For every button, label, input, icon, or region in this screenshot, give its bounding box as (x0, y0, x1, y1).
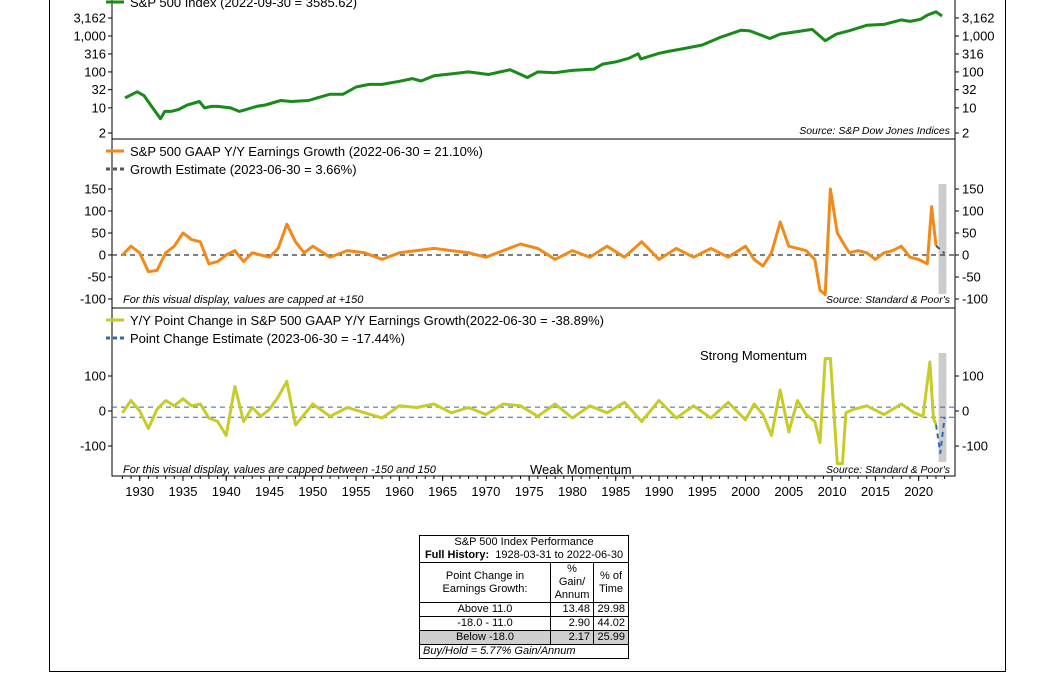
y-tick-label-left: 100 (84, 204, 106, 219)
row-time: 25.99 (593, 630, 629, 645)
legend-label: Point Change Estimate (2023-06-30 = -17.… (130, 331, 405, 346)
y-tick-label-left: 10 (92, 100, 106, 115)
legend-label: S&P 500 GAAP Y/Y Earnings Growth (2022-0… (130, 144, 483, 159)
annotation-weak-momentum: Weak Momentum (530, 462, 632, 477)
source-label: Source: Standard & Poor's (826, 294, 951, 306)
y-tick-label-right: 100 (962, 204, 984, 219)
table-title-cell: S&P 500 Index Performance Full History: 1… (419, 535, 629, 563)
row-gain: 2.90 (550, 616, 594, 631)
y-tick-label-left: 2 (99, 126, 106, 141)
y-tick-label-right: 100 (962, 369, 984, 384)
y-tick-label-left: 1,000 (73, 28, 106, 43)
x-tick-label: 1990 (645, 484, 674, 499)
x-tick-label: 1950 (298, 484, 327, 499)
series-line (121, 357, 938, 465)
x-tick-label: 1965 (428, 484, 457, 499)
y-tick-label-right: 3,162 (962, 11, 995, 26)
panel-bottom-border (111, 307, 956, 477)
y-tick-label-right: 32 (962, 82, 976, 97)
y-tick-label-right: 0 (962, 248, 969, 263)
series-line (121, 187, 938, 297)
panel-top: 3,162 3,162 1,000 1,000 316 316 100 100 32 32 10 10… (73, 0, 994, 141)
y-tick-label-left: 100 (84, 369, 106, 384)
y-tick-label-left: -100 (80, 439, 106, 454)
x-tick-label: 1960 (385, 484, 414, 499)
series-line (935, 244, 946, 255)
panel-top-border (111, 0, 956, 140)
y-tick-label-left: 0 (99, 404, 106, 419)
source-label: Source: Standard & Poor's (826, 464, 951, 476)
y-tick-label-left: 50 (92, 226, 106, 241)
x-tick-label: 1970 (471, 484, 500, 499)
table-header-col3: % of Time (593, 562, 629, 603)
x-tick-label: 1945 (255, 484, 284, 499)
x-axis: 1930 1935 1940 1945 1950 1955 1960 1965 1970 1975… (121, 476, 946, 499)
y-tick-label-right: 10 (962, 100, 976, 115)
x-tick-label: 1980 (558, 484, 587, 499)
y-tick-label-right: -50 (962, 270, 981, 285)
y-tick-label-right: -100 (962, 292, 988, 307)
row-time: 29.98 (593, 602, 629, 617)
y-tick-label-right: 50 (962, 226, 976, 241)
y-tick-label-left: 3,162 (73, 11, 106, 26)
y-tick-label-right: 1,000 (962, 28, 995, 43)
estimate-shading (938, 184, 947, 294)
y-tick-label-right: 316 (962, 46, 984, 61)
y-tick-label-left: 100 (84, 64, 106, 79)
y-tick-label-right: 150 (962, 182, 984, 197)
y-tick-label-left: 316 (84, 46, 106, 61)
y-tick-label-right: 0 (962, 404, 969, 419)
table-title: S&P 500 Index Performance (454, 536, 594, 548)
x-tick-label: 1985 (601, 484, 630, 499)
x-tick-label: 1975 (515, 484, 544, 499)
annotation-strong-momentum: Strong Momentum (700, 348, 807, 363)
table-subtitle-bold: Full History: (424, 549, 490, 561)
table-header-col1: Point Change in Earnings Growth: (419, 562, 551, 603)
x-tick-label: 1930 (125, 484, 154, 499)
x-tick-label: 1995 (688, 484, 717, 499)
y-tick-label-right: 2 (962, 126, 969, 141)
table-subtitle: 1928-03-31 to 2022-06-30 (495, 549, 624, 561)
row-label: Below -18.0 (419, 630, 551, 645)
table-footer: Buy/Hold = 5.77% Gain/Annum (419, 644, 629, 659)
performance-table: S&P 500 Index Performance Full History: 1… (419, 535, 629, 659)
x-tick-label: 1935 (169, 484, 198, 499)
y-tick-label-left: -50 (87, 270, 106, 285)
y-tick-label-right: 100 (962, 64, 984, 79)
source-label: Source: S&P Dow Jones Indices (799, 125, 951, 137)
row-gain: 2.17 (550, 630, 594, 645)
row-gain: 13.48 (550, 602, 594, 617)
series-line (935, 416, 946, 454)
panel-bottom: 100 100 0 0 -100 -100 Y/Y Point Change in S&P … (80, 313, 988, 477)
x-tick-label: 1955 (342, 484, 371, 499)
table-row: -18.0 - 11.0 2.90 44.02 (419, 616, 629, 631)
row-label: -18.0 - 11.0 (419, 616, 551, 631)
table-row: Above 11.0 13.48 29.98 (419, 602, 629, 617)
row-label: Above 11.0 (419, 602, 551, 617)
chart-frame (49, 0, 1006, 672)
x-tick-label: 1940 (212, 484, 241, 499)
x-tick-label: 2005 (774, 484, 803, 499)
legend-label: Growth Estimate (2023-06-30 = 3.66%) (130, 162, 357, 177)
y-tick-label-left: 150 (84, 182, 106, 197)
legend-label: Y/Y Point Change in S&P 500 GAAP Y/Y Ear… (130, 313, 604, 328)
x-tick-label: 2010 (818, 484, 847, 499)
panel-middle: 150 150 100 100 50 50 0 0 -50 -50 -100 -100 S&P 500 … (80, 144, 988, 307)
row-time: 44.02 (593, 616, 629, 631)
chart-note: For this visual display, values are capp… (123, 294, 364, 306)
chart-note: For this visual display, values are capp… (123, 464, 437, 476)
y-tick-label-left: 32 (92, 82, 106, 97)
series-line (124, 10, 943, 121)
y-tick-label-left: -100 (80, 292, 106, 307)
y-tick-label-left: 0 (99, 248, 106, 263)
legend-label: S&P 500 Index (2022-09-30 = 3585.62) (130, 0, 357, 10)
x-tick-label: 2000 (731, 484, 760, 499)
y-tick-label-right: -100 (962, 439, 988, 454)
x-tick-label: 2015 (861, 484, 890, 499)
table-row: Below -18.0 2.17 25.99 (419, 630, 629, 645)
x-tick-label: 2020 (904, 484, 933, 499)
table-header-col2: % Gain/ Annum (550, 562, 594, 603)
